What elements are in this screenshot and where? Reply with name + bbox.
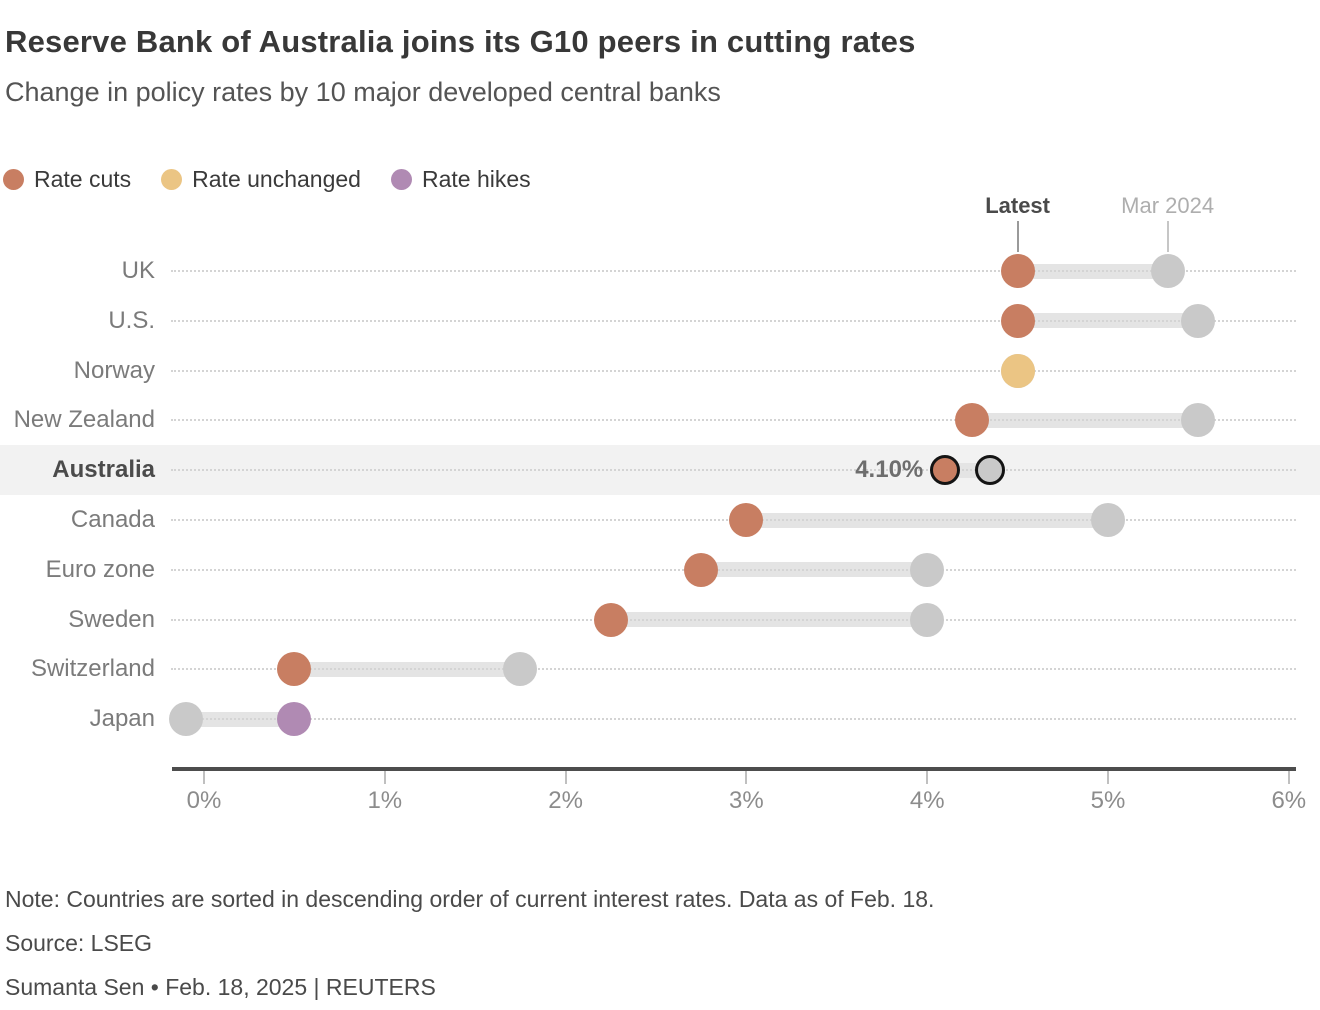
dot-latest [729,503,764,537]
row-leader-line [171,469,1296,472]
row-leader-line [171,668,1296,671]
x-axis-tick [926,771,929,784]
dot-latest [277,652,312,687]
legend-label-rate-hikes: Rate hikes [421,166,531,192]
dot-latest [1000,303,1035,338]
dot-previous [1181,303,1216,338]
rate-hikes-swatch-icon [390,169,412,190]
x-axis-tick-label: 6% [1271,787,1307,814]
dot-previous [168,702,203,737]
annotation-previous-label: Mar 2024 [1121,193,1215,218]
row-label: Australia [52,456,155,484]
legend-item-rate-hikes: Rate hikes [390,166,531,193]
dot-latest [593,602,628,637]
x-axis-tick-label: 2% [548,787,583,814]
annotation-latest-pointer [1016,221,1019,252]
value-label: 4.10% [855,456,924,484]
dot-previous [910,552,945,587]
row-leader-line [171,369,1296,372]
x-axis-tick [203,771,205,784]
dot-latest [1000,254,1035,288]
dot-previous [975,455,1006,486]
dot-latest [1000,353,1035,388]
legend-item-rate-unchanged: Rate unchanged [161,166,361,193]
annotation-latest-label: Latest [985,193,1050,218]
row-label: Canada [70,506,155,533]
page-subtitle: Change in policy rates by 10 major devel… [5,77,721,107]
dot-latest [684,552,719,587]
legend-label-rate-unchanged: Rate unchanged [192,166,361,192]
footer-source: Source: LSEG [5,930,153,956]
row-leader-line [171,419,1296,422]
dot-previous [1181,403,1216,438]
x-axis-tick-label: 4% [909,787,945,814]
row-leader-line [171,568,1296,571]
row-leader-line [171,270,1296,272]
x-axis-tick-label: 1% [367,787,403,814]
footer-note: Note: Countries are sorted in descending… [5,886,935,912]
x-axis-tick [564,771,567,784]
legend: Rate cuts Rate unchanged Rate hikes [3,166,531,193]
dot-previous [503,652,538,687]
row-leader-line [171,618,1296,621]
row-label: New Zealand [13,406,155,434]
page-title: Reserve Bank of Australia joins its G10 … [5,24,916,59]
annotation-previous-pointer [1166,221,1169,252]
row-label: Japan [89,705,155,733]
legend-label-rate-cuts: Rate cuts [34,166,132,192]
row-leader-line [171,718,1296,721]
dot-previous [1091,503,1125,537]
dot-latest [277,702,312,737]
dot-latest [930,455,961,486]
dot-previous [910,602,945,637]
dot-previous [1150,254,1185,288]
x-axis-tick [1107,771,1109,784]
footer-byline: Sumanta Sen • Feb. 18, 2025 | REUTERS [5,974,436,1000]
x-axis-line [172,767,1296,771]
row-leader-line [171,319,1296,322]
x-axis-tick [1287,771,1290,784]
row-label: Norway [73,356,155,384]
row-label: Sweden [68,605,155,633]
dot-latest [955,403,990,438]
row-label: Switzerland [30,655,155,683]
legend-item-rate-cuts: Rate cuts [3,166,131,193]
row-label: UK [121,257,155,284]
x-axis-tick [745,771,748,784]
x-axis-tick-label: 5% [1090,787,1126,814]
x-axis-tick [383,771,386,784]
row-label: Euro zone [45,555,155,583]
x-axis-tick-label: 3% [729,787,764,814]
x-axis-tick-label: 0% [186,787,222,814]
rate-unchanged-swatch-icon [161,169,183,190]
row-label: U.S. [108,306,155,334]
rate-cuts-swatch-icon [3,169,24,190]
